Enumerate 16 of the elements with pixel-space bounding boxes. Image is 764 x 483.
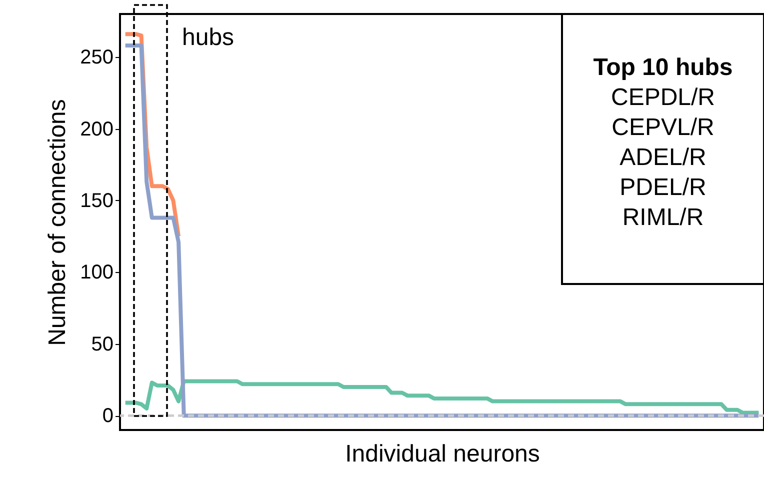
annotation: ADEL/R bbox=[620, 144, 706, 171]
y-tick-label: 200 bbox=[80, 118, 114, 140]
y-axis-title: Number of connections bbox=[44, 99, 72, 346]
y-tick-label: 50 bbox=[91, 333, 114, 356]
annotation: Top 10 hubs bbox=[593, 54, 733, 81]
y-tick-label: 100 bbox=[80, 262, 114, 284]
annotation: RIML/R bbox=[622, 204, 704, 231]
y-tick-label: 250 bbox=[80, 46, 114, 69]
line-series bbox=[123, 379, 761, 415]
annotation: PDEL/R bbox=[620, 174, 706, 201]
x-axis-title: Individual neurons bbox=[345, 440, 540, 468]
annotation: CEPVL/R bbox=[612, 114, 714, 141]
y-tick-label: 150 bbox=[80, 190, 114, 212]
y-tick-label: 0 bbox=[102, 405, 114, 428]
annotation: hubs bbox=[182, 24, 234, 51]
annotation: CEPDL/R bbox=[610, 84, 716, 111]
